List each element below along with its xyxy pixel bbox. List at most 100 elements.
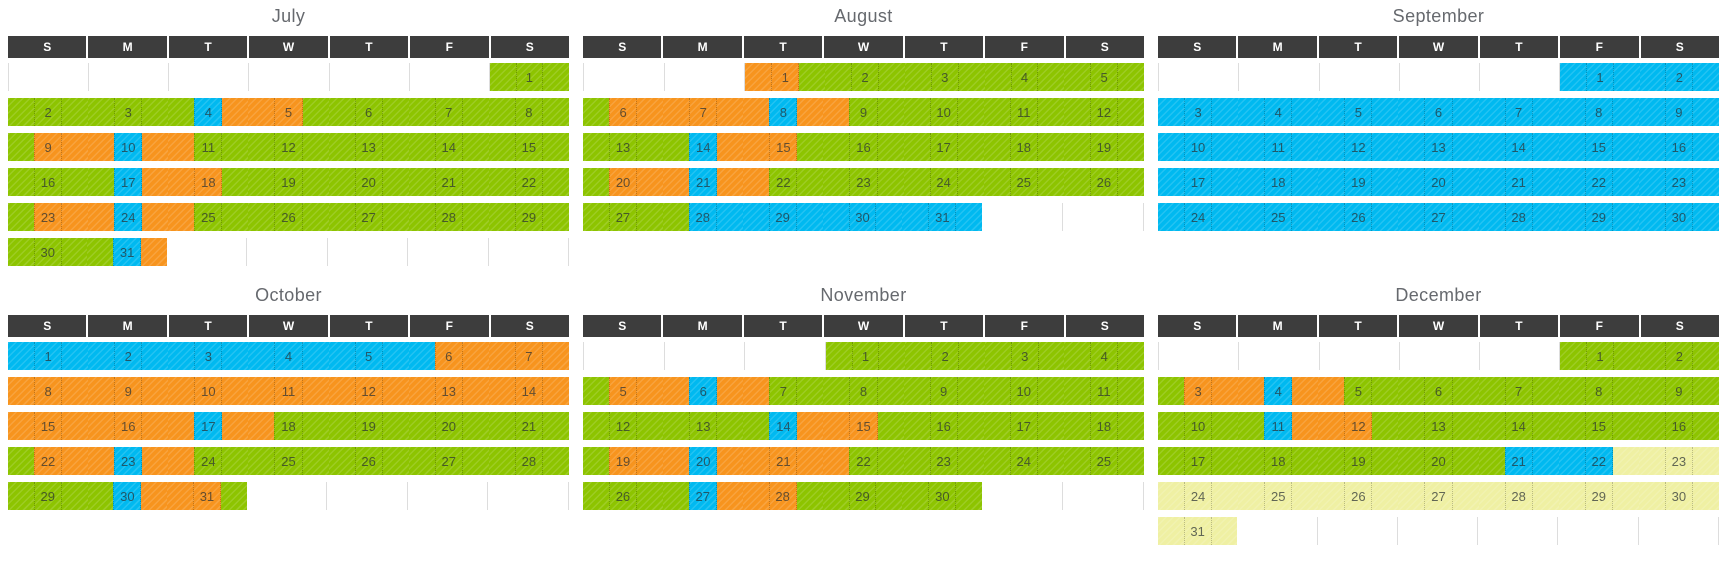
calendar-day[interactable]: 14 — [1478, 412, 1559, 440]
calendar-day[interactable]: 11 — [168, 133, 249, 161]
calendar-day[interactable]: 26 — [1318, 203, 1399, 231]
calendar-day[interactable]: 16 — [1638, 412, 1719, 440]
calendar-day[interactable]: 14 — [408, 133, 489, 161]
calendar-day[interactable]: 6 — [408, 342, 489, 370]
calendar-day[interactable]: 14 — [663, 133, 744, 161]
calendar-day[interactable]: 4 — [1238, 377, 1319, 405]
calendar-day[interactable]: 9 — [1638, 98, 1719, 126]
calendar-day[interactable]: 13 — [1398, 133, 1479, 161]
calendar-day[interactable]: 25 — [168, 203, 249, 231]
calendar-day[interactable]: 27 — [408, 447, 489, 475]
calendar-day[interactable]: 14 — [743, 412, 824, 440]
calendar-day[interactable]: 18 — [1238, 447, 1319, 475]
calendar-day[interactable]: 13 — [583, 133, 664, 161]
calendar-day[interactable]: 22 — [743, 168, 824, 196]
calendar-day[interactable]: 25 — [983, 168, 1064, 196]
calendar-day[interactable]: 10 — [1158, 133, 1239, 161]
calendar-day[interactable]: 20 — [1398, 168, 1479, 196]
calendar-day[interactable]: 14 — [1478, 133, 1559, 161]
calendar-day[interactable]: 30 — [1638, 482, 1719, 510]
calendar-day[interactable]: 16 — [823, 133, 904, 161]
calendar-day[interactable]: 20 — [1398, 447, 1479, 475]
calendar-day[interactable]: 29 — [8, 482, 88, 510]
calendar-day[interactable]: 2 — [905, 342, 985, 370]
calendar-day[interactable]: 29 — [488, 203, 569, 231]
calendar-day[interactable]: 25 — [1238, 482, 1319, 510]
calendar-day[interactable]: 19 — [248, 168, 329, 196]
calendar-day[interactable]: 19 — [328, 412, 409, 440]
calendar-day[interactable]: 5 — [1064, 63, 1145, 91]
calendar-day[interactable]: 11 — [1238, 133, 1319, 161]
calendar-day[interactable]: 13 — [328, 133, 409, 161]
calendar-day[interactable]: 30 — [902, 482, 983, 510]
calendar-day[interactable]: 19 — [1318, 168, 1399, 196]
calendar-day[interactable]: 13 — [408, 377, 489, 405]
calendar-day[interactable]: 4 — [1238, 98, 1319, 126]
calendar-day[interactable]: 1 — [745, 63, 826, 91]
calendar-day[interactable]: 3 — [168, 342, 249, 370]
calendar-day[interactable]: 20 — [408, 412, 489, 440]
calendar-day[interactable]: 11 — [1238, 412, 1319, 440]
calendar-day[interactable]: 8 — [1558, 377, 1639, 405]
calendar-day[interactable]: 6 — [328, 98, 409, 126]
calendar-day[interactable]: 22 — [488, 168, 569, 196]
calendar-day[interactable]: 27 — [1398, 203, 1479, 231]
calendar-day[interactable]: 1 — [1560, 342, 1640, 370]
calendar-day[interactable]: 8 — [1558, 98, 1639, 126]
calendar-day[interactable]: 22 — [1558, 447, 1639, 475]
calendar-day[interactable]: 6 — [583, 98, 664, 126]
calendar-day[interactable]: 14 — [488, 377, 569, 405]
calendar-day[interactable]: 23 — [1638, 168, 1719, 196]
calendar-day[interactable]: 26 — [1063, 168, 1144, 196]
calendar-day[interactable]: 22 — [1558, 168, 1639, 196]
calendar-day[interactable]: 7 — [663, 98, 744, 126]
calendar-day[interactable]: 10 — [1158, 412, 1239, 440]
calendar-day[interactable]: 9 — [8, 133, 89, 161]
calendar-day[interactable]: 23 — [903, 447, 984, 475]
calendar-day[interactable]: 16 — [88, 412, 169, 440]
calendar-day[interactable]: 24 — [1158, 482, 1239, 510]
calendar-day[interactable]: 27 — [583, 203, 663, 231]
calendar-day[interactable]: 3 — [984, 342, 1065, 370]
calendar-day[interactable]: 31 — [167, 482, 247, 510]
calendar-day[interactable]: 17 — [88, 168, 169, 196]
calendar-day[interactable]: 2 — [1639, 342, 1719, 370]
calendar-day[interactable]: 17 — [983, 412, 1064, 440]
calendar-day[interactable]: 18 — [248, 412, 329, 440]
calendar-day[interactable]: 18 — [1238, 168, 1319, 196]
calendar-day[interactable]: 28 — [662, 203, 743, 231]
calendar-day[interactable]: 18 — [1063, 412, 1144, 440]
calendar-day[interactable]: 12 — [1063, 98, 1144, 126]
calendar-day[interactable]: 13 — [1398, 412, 1479, 440]
calendar-day[interactable]: 24 — [168, 447, 249, 475]
calendar-day[interactable]: 8 — [743, 98, 824, 126]
calendar-day[interactable]: 8 — [823, 377, 904, 405]
calendar-day[interactable]: 11 — [1063, 377, 1144, 405]
calendar-day[interactable]: 15 — [8, 412, 89, 440]
calendar-day[interactable]: 16 — [8, 168, 89, 196]
calendar-day[interactable]: 30 — [8, 238, 88, 266]
calendar-day[interactable]: 15 — [1558, 412, 1639, 440]
calendar-day[interactable]: 23 — [1638, 447, 1719, 475]
calendar-day[interactable]: 12 — [248, 133, 329, 161]
calendar-day[interactable]: 4 — [1064, 342, 1145, 370]
calendar-day[interactable]: 4 — [984, 63, 1065, 91]
calendar-day[interactable]: 6 — [1398, 377, 1479, 405]
calendar-day[interactable]: 2 — [88, 342, 169, 370]
calendar-day[interactable]: 30 — [822, 203, 903, 231]
calendar-day[interactable]: 18 — [168, 168, 249, 196]
calendar-day[interactable]: 8 — [488, 98, 569, 126]
calendar-day[interactable]: 4 — [248, 342, 329, 370]
calendar-day[interactable]: 24 — [88, 203, 169, 231]
calendar-day[interactable]: 23 — [8, 203, 89, 231]
calendar-day[interactable]: 20 — [663, 447, 744, 475]
calendar-day[interactable]: 10 — [168, 377, 249, 405]
calendar-day[interactable]: 21 — [408, 168, 489, 196]
calendar-day[interactable]: 2 — [8, 98, 89, 126]
calendar-day[interactable]: 5 — [248, 98, 329, 126]
calendar-day[interactable]: 20 — [328, 168, 409, 196]
calendar-day[interactable]: 21 — [743, 447, 824, 475]
calendar-day[interactable]: 16 — [1638, 133, 1719, 161]
calendar-day[interactable]: 1 — [489, 63, 569, 91]
calendar-day[interactable]: 5 — [1318, 377, 1399, 405]
